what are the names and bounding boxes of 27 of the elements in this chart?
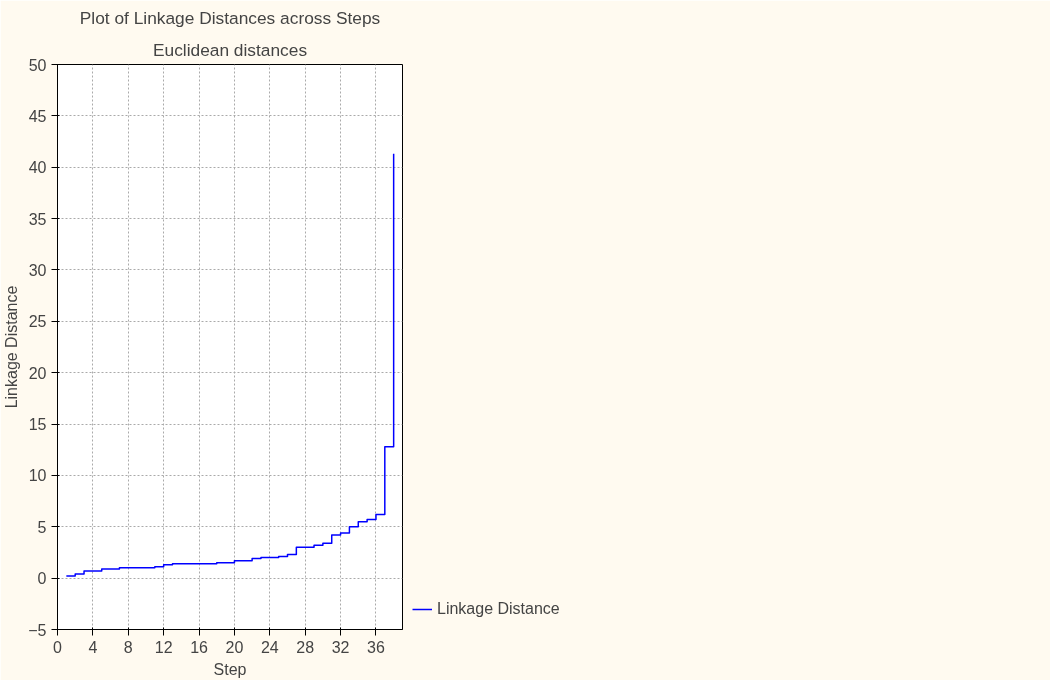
y-tick-label: 10 [28, 467, 47, 485]
x-tick-label: 4 [88, 638, 98, 656]
y-tick-label: 15 [28, 416, 47, 434]
y-tick-label: 40 [28, 159, 47, 177]
x-tick-label: 24 [260, 638, 279, 656]
legend-label: Linkage Distance [437, 600, 560, 618]
y-tick-label: 25 [28, 313, 47, 331]
x-tick-label: 20 [225, 638, 244, 656]
x-tick-label: 12 [154, 638, 173, 656]
y-tick-label: 30 [28, 261, 47, 279]
x-tick-label: 36 [367, 638, 385, 656]
x-tick-label: 0 [53, 638, 63, 656]
chart-subtitle: Euclidean distances [152, 39, 308, 60]
y-axis-title: Linkage Distance [3, 285, 21, 409]
y-tick-label: 5 [37, 518, 47, 536]
y-tick-label: 50 [28, 56, 47, 74]
x-tick-label: 16 [190, 638, 209, 656]
x-tick-label: 32 [331, 638, 350, 656]
chart-title: Plot of Linkage Distances across Steps [79, 7, 381, 28]
y-tick-label: 20 [28, 364, 47, 382]
x-tick-label: 28 [296, 638, 315, 656]
y-tick-label: 45 [28, 107, 47, 125]
y-tick-label: 35 [28, 210, 47, 228]
y-tick-label: 0 [37, 570, 47, 588]
x-tick-label: 8 [123, 638, 133, 656]
y-tick-label: −5 [28, 621, 47, 639]
x-axis-title: Step [213, 660, 247, 678]
